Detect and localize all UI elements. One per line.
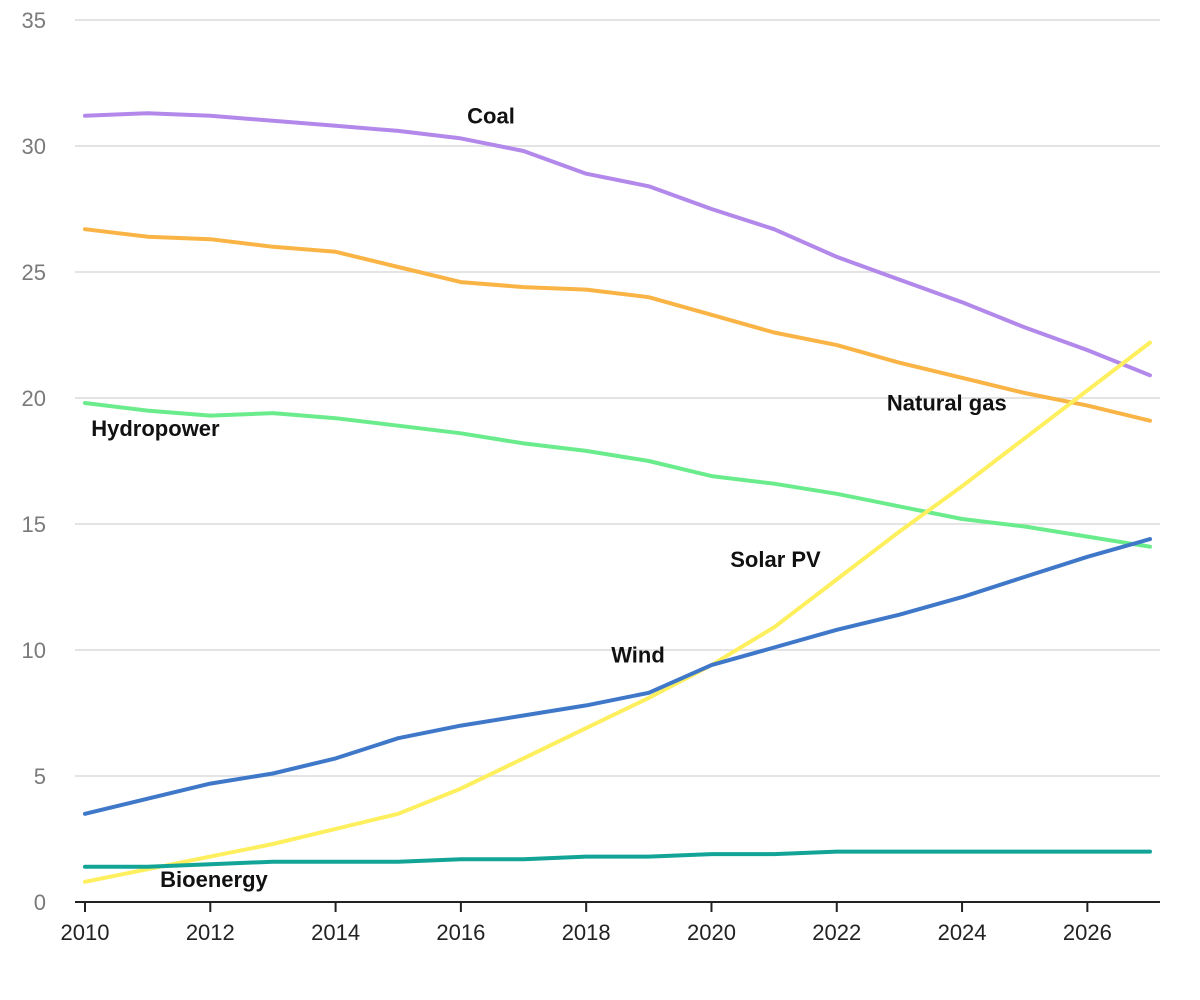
series-line-wind bbox=[83, 537, 1152, 816]
y-tick-label: 30 bbox=[22, 134, 46, 159]
series-line-coal bbox=[83, 111, 1152, 378]
x-tick-label: 2026 bbox=[1063, 920, 1112, 945]
y-tick-label: 20 bbox=[22, 386, 46, 411]
series-label-coal: Coal bbox=[467, 103, 515, 128]
x-tick-label: 2018 bbox=[562, 920, 611, 945]
x-tick-label: 2016 bbox=[436, 920, 485, 945]
x-tick-label: 2020 bbox=[687, 920, 736, 945]
series-label-hydropower: Hydropower bbox=[91, 416, 220, 441]
series-line-natural-gas bbox=[83, 227, 1152, 423]
y-tick-label: 15 bbox=[22, 512, 46, 537]
x-tick-label: 2012 bbox=[186, 920, 235, 945]
x-tick-label: 2022 bbox=[812, 920, 861, 945]
series-label-natural-gas: Natural gas bbox=[887, 391, 1007, 416]
y-tick-label: 10 bbox=[22, 638, 46, 663]
series-line-solar-pv bbox=[83, 340, 1152, 884]
x-axis: 2010 2012 2014 2016 2018 2020 2022 2024 2026 bbox=[61, 901, 1160, 945]
y-tick-label: 35 bbox=[22, 8, 46, 33]
y-tick-label: 0 bbox=[34, 890, 46, 915]
x-tick-label: 2010 bbox=[61, 920, 110, 945]
series-line-bioenergy bbox=[83, 849, 1152, 869]
gridlines bbox=[75, 19, 1160, 777]
series-lines bbox=[83, 111, 1152, 884]
series-label-bioenergy: Bioenergy bbox=[160, 867, 268, 892]
y-axis: 0 5 10 15 20 25 30 35 bbox=[22, 8, 46, 915]
y-tick-label: 5 bbox=[34, 764, 46, 789]
series-line-hydropower bbox=[83, 401, 1152, 549]
y-tick-label: 25 bbox=[22, 260, 46, 285]
x-tick-label: 2024 bbox=[938, 920, 987, 945]
series-labels: Coal Natural gas Hydropower Solar PV Wind Bio… bbox=[91, 103, 1006, 892]
series-label-wind: Wind bbox=[611, 643, 665, 668]
x-tick-label: 2014 bbox=[311, 920, 360, 945]
series-label-solar-pv: Solar PV bbox=[730, 547, 821, 572]
